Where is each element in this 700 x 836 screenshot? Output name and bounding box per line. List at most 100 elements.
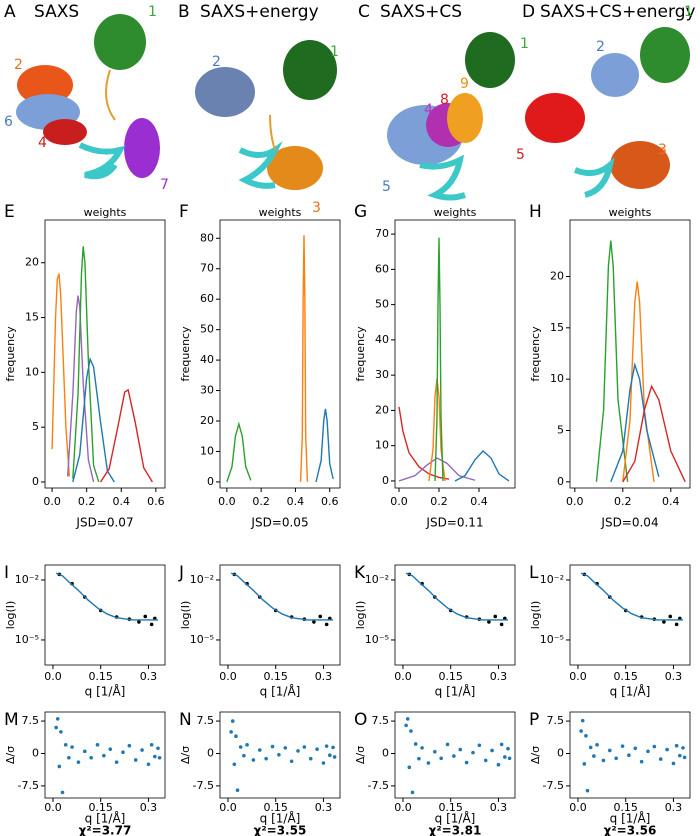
y-tick-label: 10 [25,365,39,378]
domain-label: 1 [520,36,529,52]
panel-letter: D [522,2,535,22]
x-tick-label: 0.15 [88,801,113,814]
x-tick-label: 0.6 [147,495,165,508]
x-tick-label: 0.4 [287,495,305,508]
domain [267,146,323,190]
y-tick-label: 10⁻² [365,573,389,586]
data-point [592,754,596,758]
panel-letter: L [529,563,539,583]
y-tick-label: 0 [207,475,214,488]
data-point [585,788,590,793]
x-tick-label: 0.2 [252,495,270,508]
x-tick-label: 0.3 [315,670,333,683]
data-point [232,762,237,767]
domain-label: 9 [460,76,469,92]
data-point [70,745,74,749]
data-point [493,614,498,619]
helix [419,154,466,201]
y-tick-label: 30 [375,368,389,381]
x-tick-label: 0.0 [569,670,587,683]
y-axis-label: Δ/σ [354,746,367,764]
chart-title: weights [434,206,477,219]
data-point [668,614,673,619]
series-line [454,449,510,482]
data-point [312,620,316,624]
y-tick-label: 5 [557,423,564,436]
y-tick-label: 7.5 [547,714,565,727]
y-tick-label: 50 [375,298,389,311]
data-point [405,717,410,721]
data-point [410,790,415,795]
data-point [582,762,587,766]
data-point [277,752,281,757]
y-tick-label: 10⁻⁵ [15,633,39,646]
series-line [299,235,309,482]
data-point [674,743,679,748]
data-point [674,622,679,627]
data-point [417,756,421,761]
data-point [620,744,625,748]
data-point [607,748,612,753]
data-point [108,747,113,751]
data-point [404,723,408,728]
x-tick-label: 0.0 [219,670,237,683]
data-point [458,747,463,752]
x-tick-label: 0.2 [78,495,96,508]
x-axis-label: JSD=0.04 [600,516,658,530]
x-tick-label: 0.6 [321,495,339,508]
panel-letter: H [529,202,542,222]
x-tick-label: 0.0 [43,495,61,508]
y-tick-label: 10⁻⁵ [365,633,389,646]
x-tick-label: 0.15 [263,670,288,683]
domain-label: 8 [440,92,449,108]
data-point [283,746,288,750]
y-tick-label: 0 [557,746,564,759]
panel-letter: M [4,710,19,730]
data-point [289,759,294,764]
y-tick-label: 10⁻² [540,573,564,586]
data-point [264,756,268,761]
data-point [140,748,144,752]
panel-title: SAXS+CS [380,2,462,22]
data-point [60,790,65,795]
data-point [420,746,424,750]
domain-label: 6 [4,114,13,130]
data-point [133,758,138,762]
x-tick-label: 0.0 [219,801,237,814]
plot-frame [44,711,166,799]
helix [78,142,126,180]
panel-letter: N [179,710,192,730]
y-tick-label: 70 [375,227,389,240]
data-point [157,756,162,760]
data-point [490,748,494,753]
x-tick-label: 0.15 [88,670,113,683]
x-axis-label: q [1/Å] [610,684,651,699]
data-point [234,734,238,739]
x-tick-label: 0.3 [490,670,508,683]
series-line [610,362,660,483]
panel-letter: C [358,2,370,22]
panel-letter: O [354,710,367,730]
data-point [499,622,504,627]
domain [17,65,73,105]
data-point [507,756,512,761]
y-tick-label: 40 [200,353,214,366]
y-tick-label: 10⁻² [15,573,39,586]
y-axis-label: Δ/σ [179,746,192,764]
series-line [230,572,333,621]
data-point [678,753,682,758]
x-tick-label: 0.4 [470,495,488,508]
data-point [503,755,507,759]
domain-label: 1 [684,4,693,20]
data-point [332,755,337,759]
series-line [315,408,334,483]
data-point [331,745,335,750]
data-point [452,754,456,758]
y-tick-label: 7.5 [197,714,215,727]
data-point [82,749,87,754]
panel-letter: A [4,2,16,22]
x-tick-label: 0.0 [218,495,236,508]
y-tick-label: 30 [200,384,214,397]
domain [447,93,483,143]
y-tick-label: 40 [375,333,389,346]
